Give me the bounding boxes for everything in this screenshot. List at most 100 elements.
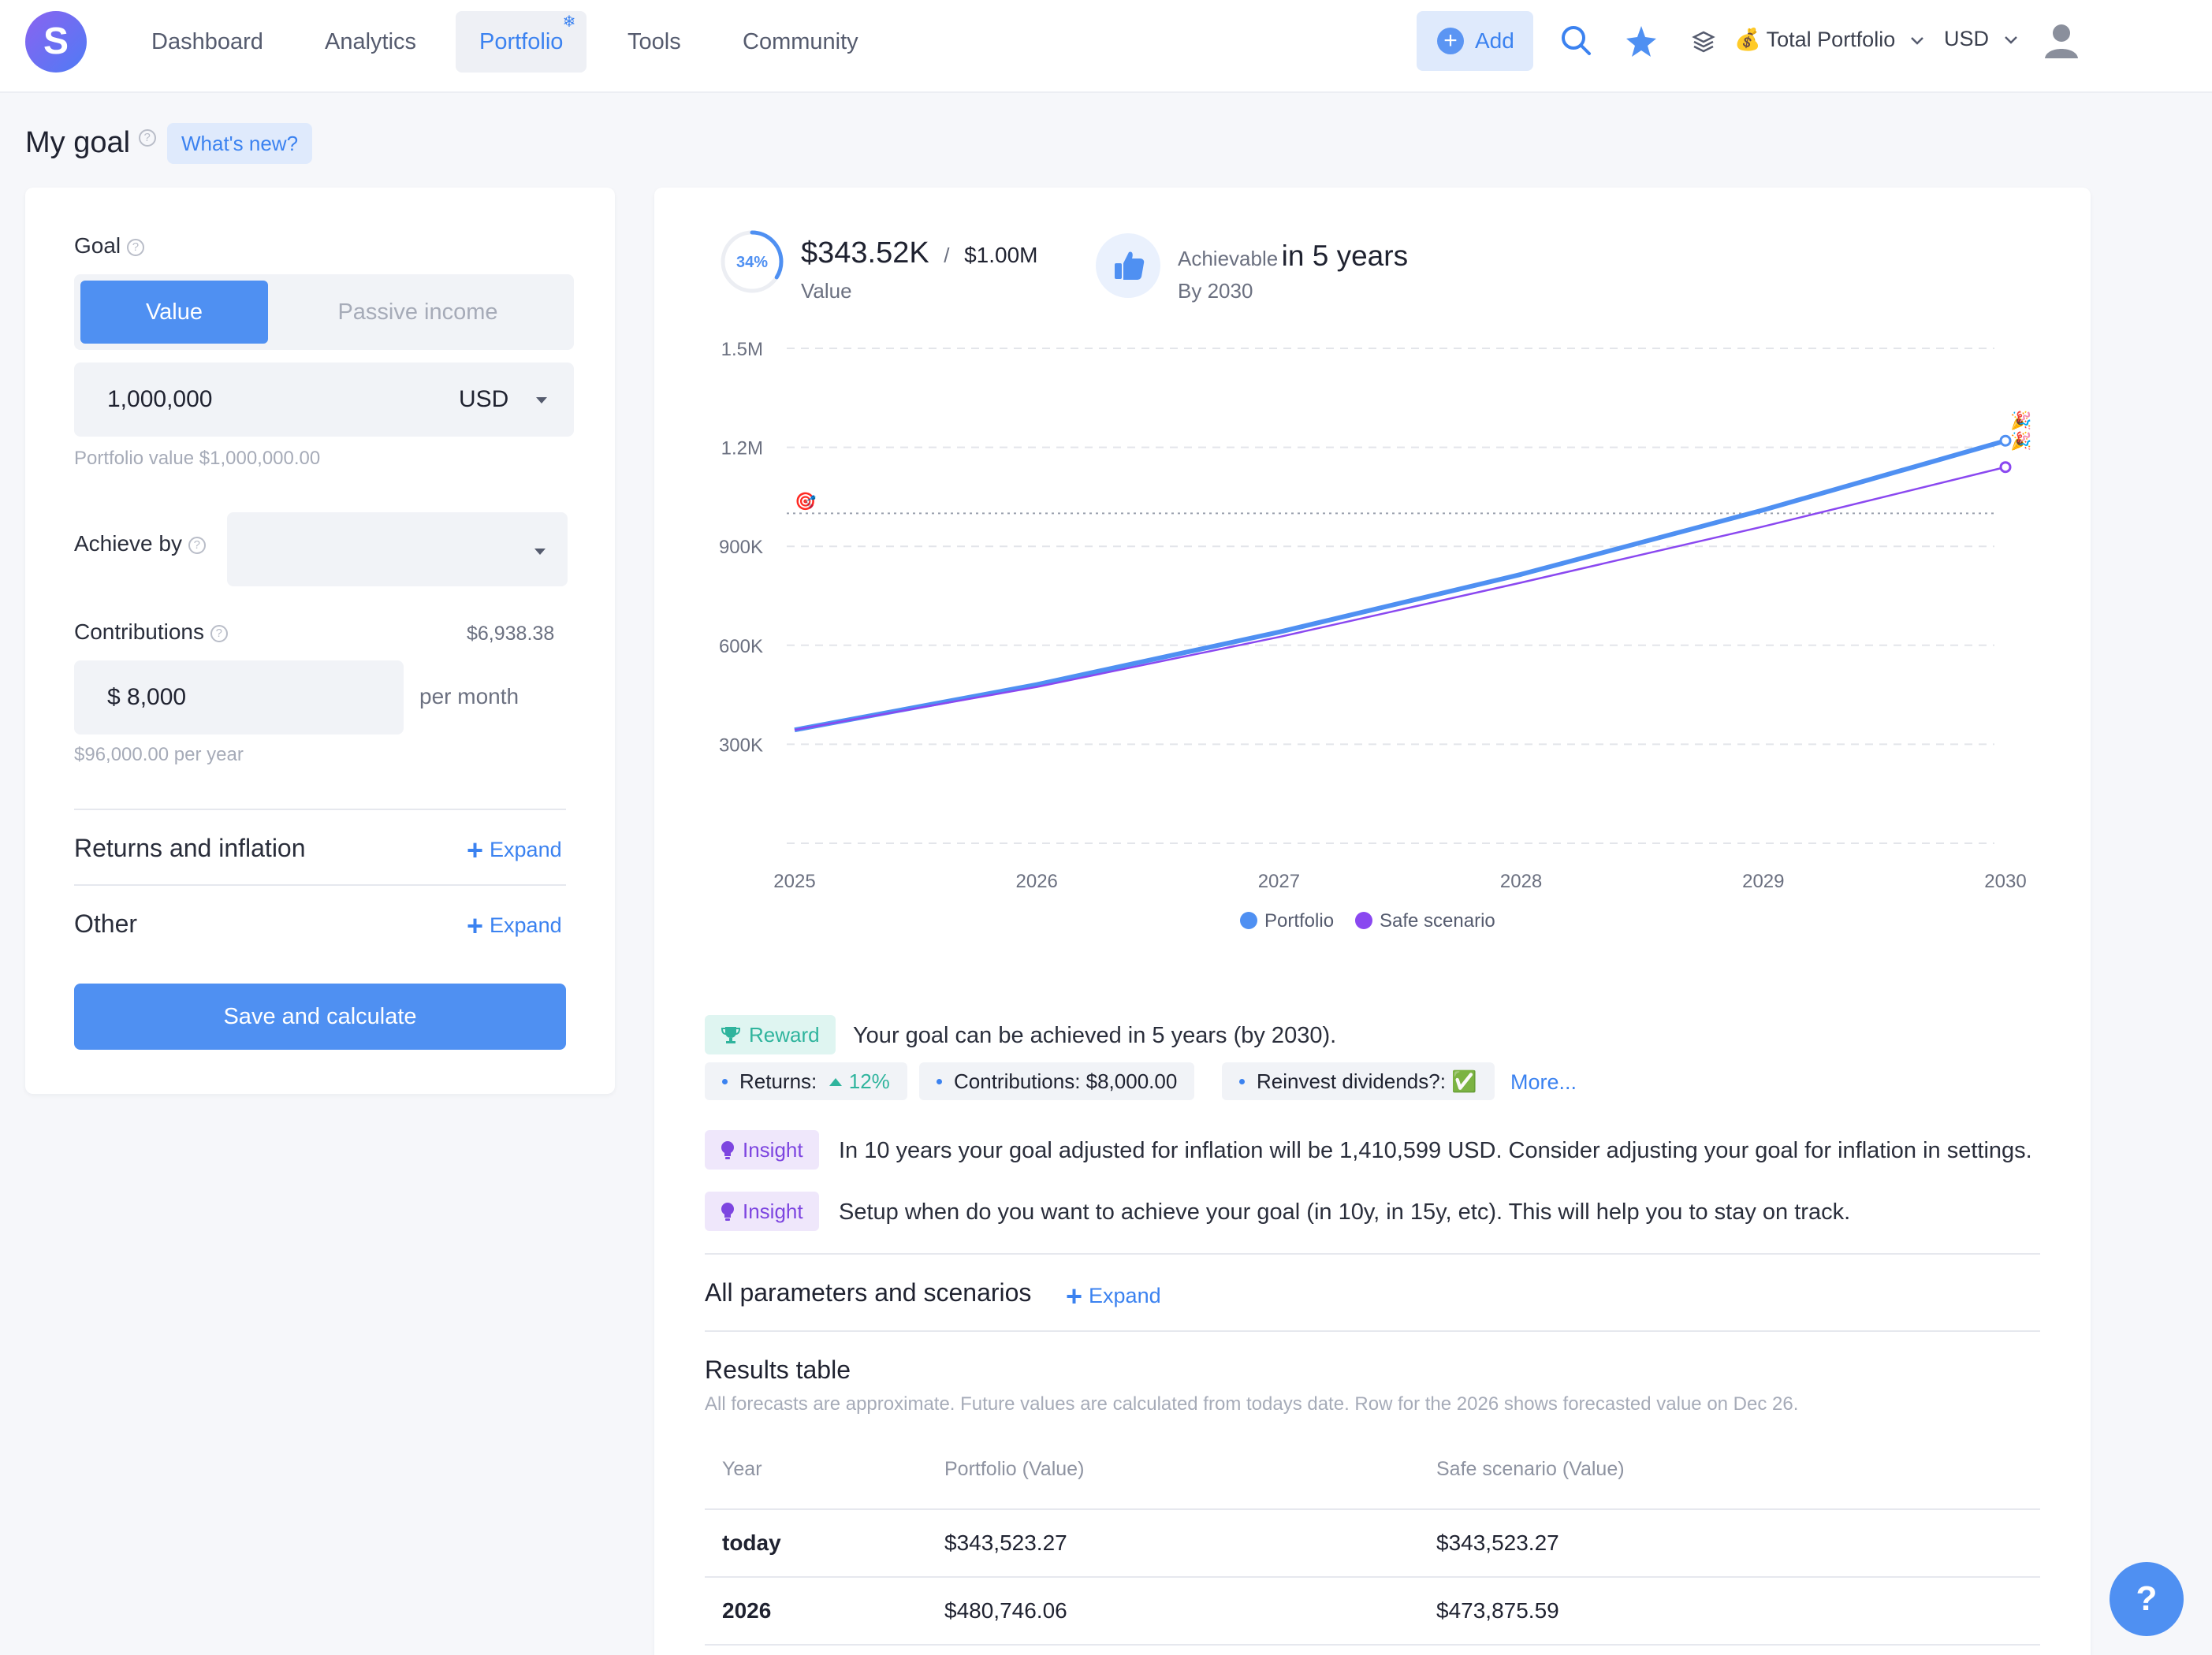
row-portfolio-value: $343,523.27 [944, 1530, 1067, 1555]
insight-tag: Insight [705, 1192, 819, 1231]
snowflake-icon: ❄ [562, 13, 576, 31]
current-value: $343.52K [801, 236, 929, 270]
goal-amount-input[interactable]: 1,000,000 USD [74, 363, 574, 437]
expand-label: Expand [490, 838, 562, 861]
other-expand-button[interactable]: + Expand [467, 909, 562, 943]
returns-inflation-label: Returns and inflation [74, 834, 306, 862]
bullet-dot-icon [722, 1079, 728, 1084]
nav-tools[interactable]: Tools [627, 29, 681, 54]
x-tick-label: 2026 [1016, 871, 1058, 892]
portfolio-value-hint: Portfolio value $1,000,000.00 [74, 448, 321, 469]
progress-arc [721, 230, 784, 293]
search-icon[interactable] [1559, 24, 1594, 58]
help-circle-icon[interactable]: ? [126, 238, 144, 256]
portfolio-legend-marker [1240, 912, 1257, 929]
row-portfolio-value: $480,746.06 [944, 1598, 1067, 1623]
whats-new-button[interactable]: What's new? [167, 123, 313, 164]
star-rocket-icon[interactable] [1624, 24, 1659, 58]
goal-forecast-panel: 34% $343.52K / $1.00M Value Achievable i… [654, 188, 2091, 1655]
nav-portfolio[interactable]: Portfolio ❄ [456, 11, 587, 73]
trophy-icon [721, 1027, 741, 1043]
app-logo[interactable]: S [25, 11, 87, 73]
page-title: My goal ? [25, 126, 156, 160]
y-tick-label: 1.5M [721, 339, 763, 360]
add-button[interactable]: + Add [1417, 11, 1533, 71]
help-circle-icon[interactable]: ? [210, 624, 228, 642]
column-header-safe: Safe scenario (Value) [1436, 1458, 1625, 1480]
chevron-down-icon [2004, 35, 2017, 44]
value-separator: / [944, 244, 950, 267]
plus-icon: + [1066, 1280, 1083, 1312]
y-tick-label: 900K [719, 537, 763, 558]
column-header-year: Year [722, 1458, 762, 1480]
portfolio-selector[interactable]: 💰 Total Portfolio [1734, 27, 1925, 52]
contributions-label-text: Contributions [74, 619, 204, 644]
help-button[interactable]: ? [2110, 1562, 2184, 1636]
goal-value: $1.00M [964, 243, 1038, 267]
nav-community[interactable]: Community [743, 29, 858, 54]
passive-income-toggle-option[interactable]: Passive income [337, 299, 498, 325]
nav-portfolio-label: Portfolio [479, 29, 564, 54]
portfolio-end-point [1999, 434, 2012, 447]
returns-pill-label: Returns: [739, 1069, 817, 1093]
currency-selector-label: USD [1944, 27, 1990, 50]
lightbulb-icon [721, 1141, 734, 1159]
table-row: today $343,523.27 $343,523.27 [705, 1510, 2040, 1576]
x-tick-label: 2028 [1500, 871, 1542, 892]
achieve-by-label: Achieve by ? [74, 531, 206, 556]
x-tick-label: 2030 [1984, 871, 2026, 892]
progress-percent-text: 34% [736, 254, 768, 271]
more-link[interactable]: More... [1510, 1070, 1577, 1094]
bullet-dot-icon [937, 1079, 942, 1084]
per-month-label: per month [419, 684, 519, 708]
triangle-up-icon [829, 1078, 842, 1086]
returns-expand-button[interactable]: + Expand [467, 834, 562, 867]
safe-scenario-series-line [794, 466, 2006, 731]
nav-analytics[interactable]: Analytics [325, 29, 417, 54]
insight-text-2: Setup when do you want to achieve your g… [839, 1199, 1851, 1225]
contributions-label: Contributions ? [74, 619, 228, 645]
row-year: 2026 [722, 1598, 772, 1623]
results-note: All forecasts are approximate. Future va… [705, 1393, 1799, 1415]
goal-label: Goal ? [74, 233, 144, 258]
returns-pill-value: 12% [848, 1069, 890, 1093]
caret-down-icon [534, 549, 546, 555]
portfolio-series-line [794, 438, 2006, 733]
add-button-label: Add [1475, 28, 1514, 53]
parameters-expand-button[interactable]: + Expand [1066, 1280, 1161, 1313]
table-row: 2026 $480,746.06 $473,875.59 [705, 1578, 2040, 1644]
currency-selector[interactable]: USD [1944, 27, 2019, 51]
current-value-line: $343.52K / $1.00M [801, 236, 1037, 270]
reinvest-pill-label: Reinvest dividends?: ✅ [1257, 1069, 1477, 1093]
by-year-caption: By 2030 [1178, 279, 1253, 303]
x-tick-label: 2027 [1258, 871, 1300, 892]
achievable-prefix: Achievable [1178, 247, 1279, 270]
reward-tag: Reward [705, 1015, 836, 1054]
value-toggle-option[interactable]: Value [80, 281, 268, 344]
caret-down-icon[interactable] [534, 396, 549, 405]
help-circle-icon[interactable]: ? [188, 536, 206, 554]
portfolio-selector-label: 💰 Total Portfolio [1734, 28, 1896, 51]
reinvest-pill: Reinvest dividends?: ✅ [1222, 1062, 1495, 1100]
table-divider [705, 1576, 2040, 1578]
other-label: Other [74, 909, 138, 938]
goal-currency-select[interactable]: USD [459, 386, 509, 412]
nav-dashboard[interactable]: Dashboard [151, 29, 263, 54]
thumbs-up-icon [1096, 233, 1160, 298]
achieve-by-select[interactable] [227, 512, 568, 586]
bullet-dot-icon [1239, 1079, 1245, 1084]
goal-settings-panel: Goal ? Value Passive income 1,000,000 US… [25, 188, 615, 1094]
column-header-portfolio: Portfolio (Value) [944, 1458, 1085, 1480]
contributions-side-value: $6,938.38 [467, 623, 555, 645]
lightbulb-icon [721, 1203, 734, 1221]
save-and-calculate-button[interactable]: Save and calculate [74, 984, 566, 1050]
contribution-amount-input[interactable]: $ 8,000 [74, 660, 404, 735]
section-divider [705, 1330, 2040, 1332]
user-avatar-icon[interactable] [2043, 22, 2080, 60]
layers-icon[interactable] [1692, 30, 1715, 54]
x-tick-label: 2029 [1742, 871, 1784, 892]
help-circle-icon[interactable]: ? [138, 129, 156, 147]
per-year-hint: $96,000.00 per year [74, 744, 244, 765]
y-tick-label: 600K [719, 636, 763, 657]
goal-type-toggle: Value Passive income [74, 274, 574, 350]
